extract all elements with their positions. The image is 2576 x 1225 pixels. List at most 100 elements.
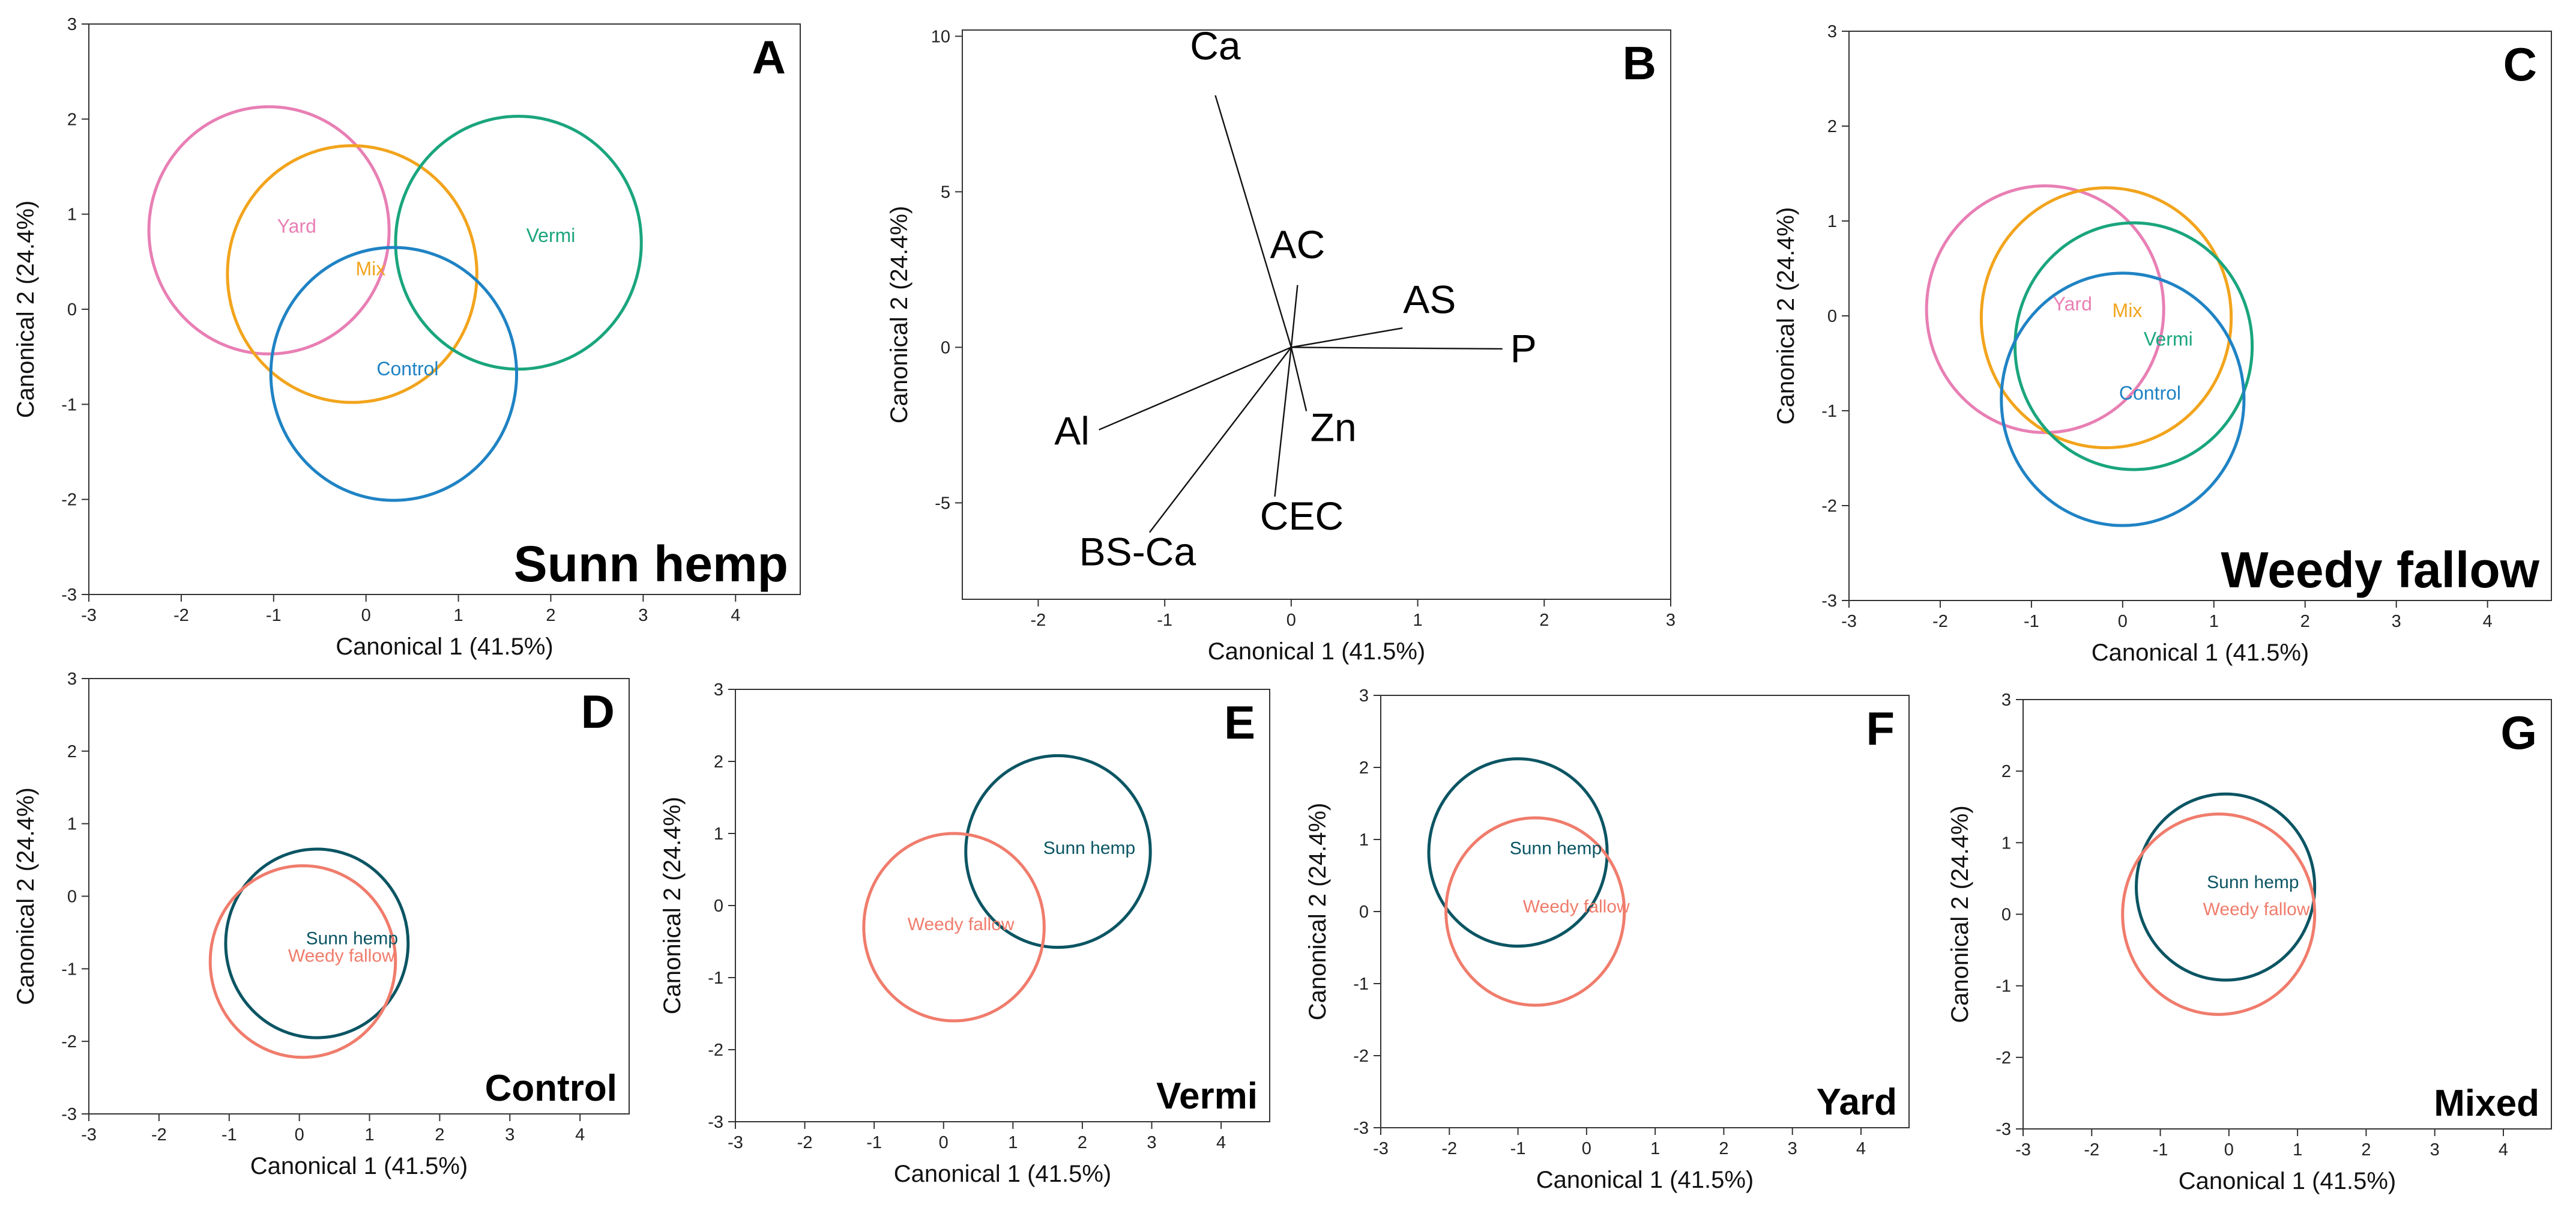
vector-label-ac: AC	[1270, 222, 1326, 267]
plot-frame	[962, 29, 1671, 600]
panel-letter: F	[1866, 702, 1895, 755]
x-tick-label: 3	[2430, 1140, 2440, 1160]
x-tick-label: 0	[1582, 1139, 1591, 1158]
panel-d: -3 -2 -1 0 1 2 3 4 -3 -2 -1 0 1 2 3 Canonical 1 (41.5%)…	[13, 670, 630, 1179]
y-tick-label: -1	[708, 969, 723, 988]
x-tick-label: 1	[1008, 1133, 1018, 1152]
x-tick-label: -2	[797, 1133, 813, 1152]
x-tick-label: -2	[2084, 1140, 2099, 1160]
panel-letter: A	[752, 31, 786, 83]
x-tick-label: 0	[361, 606, 371, 625]
vector-bs-ca	[1148, 346, 1292, 533]
x-tick-label: 1	[454, 606, 463, 625]
series-label-weedy-fallow: Weedy fallow	[1523, 897, 1630, 917]
y-tick-label: 2	[1827, 117, 1837, 136]
x-tick-label: -2	[151, 1125, 167, 1145]
x-tick-label: 0	[2224, 1140, 2234, 1160]
series-label-weedy-fallow: Weedy fallow	[2203, 900, 2310, 919]
panel-letter: E	[1224, 696, 1255, 749]
x-tick-label: -1	[1157, 611, 1172, 630]
y-axis-title: Canonical 2 (24.4%)	[659, 797, 686, 1014]
vector-as	[1291, 327, 1403, 348]
confidence-circle-control	[2000, 271, 2246, 527]
x-tick-label: 1	[1413, 611, 1423, 630]
y-tick-label: 2	[67, 742, 77, 761]
x-tick-label: 0	[295, 1125, 304, 1145]
series-label-sunn-hemp: Sunn hemp	[306, 929, 398, 949]
vector-al	[1099, 346, 1292, 431]
vector-cec	[1274, 347, 1293, 497]
x-tick-label: 2	[1539, 611, 1549, 630]
vector-label-as: AS	[1403, 277, 1456, 321]
x-tick-label: 2	[546, 606, 555, 625]
series-label-yard: Yard	[277, 215, 316, 237]
y-axis-title: Canonical 2 (24.4%)	[13, 787, 39, 1005]
x-axis-title: Canonical 1 (41.5%)	[894, 1161, 1111, 1187]
x-tick-label: -3	[81, 606, 97, 625]
confidence-circle-weedy-fallow	[2121, 812, 2317, 1016]
vector-label-cec: CEC	[1260, 494, 1344, 538]
y-tick-label: -5	[935, 494, 950, 513]
panel-letter: C	[2503, 38, 2537, 91]
x-tick-label: -1	[2024, 612, 2039, 631]
confidence-circle-weedy-fallow	[862, 832, 1046, 1023]
confidence-circle-mix	[226, 144, 478, 404]
vector-label-zn: Zn	[1311, 405, 1357, 450]
x-tick-label: -1	[266, 606, 282, 625]
y-tick-label: 2	[1359, 758, 1369, 778]
y-tick-label: -3	[61, 585, 77, 605]
x-tick-label: -3	[81, 1125, 97, 1145]
y-tick-label: 1	[67, 205, 77, 225]
x-tick-label: -1	[222, 1125, 237, 1145]
y-tick-label: 2	[2001, 762, 2011, 781]
panel-letter: G	[2500, 706, 2537, 759]
vector-label-bs-ca: BS-Ca	[1079, 530, 1196, 574]
x-tick-label: 4	[2483, 612, 2493, 631]
confidence-circle-sunn-hemp	[224, 847, 410, 1039]
vector-label-p: P	[1510, 326, 1537, 371]
x-tick-label: 3	[1666, 611, 1676, 630]
panel-title: Mixed	[2434, 1083, 2539, 1124]
x-tick-label: -2	[1932, 612, 1948, 631]
x-tick-label: 2	[2300, 612, 2310, 631]
series-label-sunn-hemp: Sunn hemp	[1043, 838, 1135, 858]
x-tick-label: -2	[1441, 1139, 1457, 1158]
x-tick-label: 2	[1078, 1133, 1087, 1152]
vector-ca	[1214, 95, 1293, 348]
y-tick-label: 3	[67, 670, 77, 689]
series-label-weedy-fallow: Weedy fallow	[288, 946, 395, 966]
x-axis-title: Canonical 1 (41.5%)	[2092, 640, 2309, 666]
y-tick-label: -3	[1995, 1120, 2011, 1139]
confidence-circle-control	[269, 246, 519, 502]
plot-frame	[88, 23, 801, 595]
y-tick-label: 1	[2001, 833, 2011, 853]
x-tick-label: 0	[1286, 611, 1296, 630]
panel-f: -3 -2 -1 0 1 2 3 4 -3 -2 -1 0 1 2 3 Canonical 1 (41.5%)…	[1305, 686, 1910, 1193]
y-tick-label: -2	[61, 491, 77, 510]
y-tick-label: 3	[67, 15, 77, 34]
x-tick-label: 4	[1216, 1133, 1226, 1152]
panel-e: -3 -2 -1 0 1 2 3 4 -3 -2 -1 0 1 2 3 Canonical 1 (41.5%)…	[659, 680, 1270, 1187]
panel-g: -3 -2 -1 0 1 2 3 4 -3 -2 -1 0 1 2 3 Canonical 1 (41.5%)…	[1947, 691, 2552, 1194]
x-tick-label: -3	[728, 1133, 743, 1152]
panel-title: Control	[485, 1068, 617, 1109]
x-tick-label: -3	[1841, 612, 1857, 631]
y-axis-title: Canonical 2 (24.4%)	[886, 206, 912, 423]
y-tick-label: -2	[708, 1041, 723, 1060]
y-axis-title: Canonical 2 (24.4%)	[1947, 805, 1973, 1023]
y-tick-label: 3	[1359, 686, 1369, 706]
confidence-circle-yard	[147, 105, 391, 355]
x-axis-title: Canonical 1 (41.5%)	[1208, 638, 1425, 665]
x-axis-title: Canonical 1 (41.5%)	[1536, 1167, 1754, 1193]
x-axis-title: Canonical 1 (41.5%)	[336, 634, 553, 660]
plot-frame	[88, 678, 630, 1115]
y-tick-label: -1	[61, 395, 77, 414]
y-tick-label: 3	[2001, 691, 2011, 710]
x-tick-label: -1	[866, 1133, 882, 1152]
series-label-yard: Yard	[2053, 293, 2092, 315]
y-tick-label: 0	[1827, 307, 1837, 326]
series-label-mix: Mix	[356, 258, 386, 280]
series-label-weedy-fallow: Weedy fallow	[908, 915, 1015, 934]
y-axis-title: Canonical 2 (24.4%)	[1305, 803, 1331, 1020]
x-tick-label: 3	[505, 1125, 514, 1145]
